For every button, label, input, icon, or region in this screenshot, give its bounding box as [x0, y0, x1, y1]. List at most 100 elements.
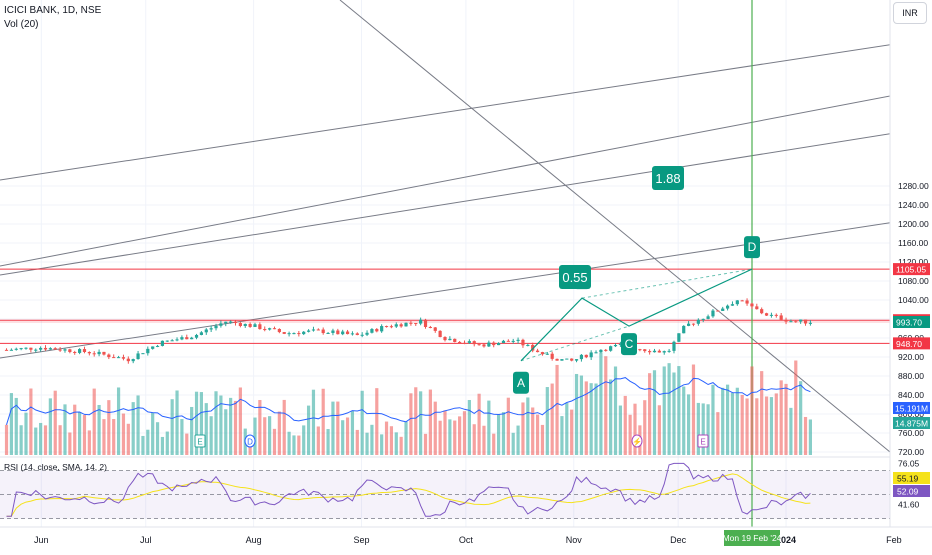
- candle-body: [789, 321, 793, 323]
- candle-body: [238, 323, 242, 326]
- volume-bar: [803, 416, 808, 455]
- volume-bar: [375, 388, 379, 455]
- volume-bar: [321, 388, 325, 455]
- volume-bar: [545, 387, 549, 455]
- candle-body: [550, 353, 554, 359]
- volume-bar: [258, 400, 262, 455]
- date-highlight-box: [724, 530, 780, 546]
- volume-bar: [648, 373, 652, 455]
- volume-bar: [687, 394, 691, 455]
- candle-body: [409, 322, 413, 324]
- candle-body: [526, 344, 530, 346]
- volume-bar: [238, 387, 242, 455]
- volume-bar: [740, 394, 744, 455]
- candle-body: [175, 339, 179, 341]
- candle-body: [521, 339, 525, 346]
- candle-body: [779, 315, 783, 320]
- volume-bar: [570, 409, 574, 455]
- candle-body: [282, 332, 286, 334]
- candle-body: [716, 310, 720, 312]
- volume-bar: [311, 389, 316, 455]
- event-badge-label: E: [700, 438, 705, 447]
- volume-bar: [384, 421, 389, 455]
- volume-bar: [721, 387, 725, 455]
- price-tick-label: 880.00: [898, 371, 924, 381]
- volume-bar: [102, 419, 106, 455]
- currency-button[interactable]: INR: [893, 2, 927, 24]
- candles: [4, 298, 812, 364]
- volume-bar: [126, 423, 130, 455]
- volume-bar: [599, 352, 603, 455]
- volume-bar: [194, 391, 199, 455]
- volume-bar: [297, 435, 301, 455]
- volume-bar: [14, 397, 18, 455]
- candle-body: [389, 326, 394, 328]
- volume-bar: [613, 366, 618, 455]
- volume-bar: [43, 425, 48, 455]
- candle-body: [648, 351, 652, 353]
- candle-body: [316, 329, 320, 331]
- candle-body: [82, 349, 87, 352]
- candle-body: [165, 340, 169, 342]
- pattern-point-a: A: [517, 376, 525, 390]
- volume-bar: [341, 420, 345, 455]
- candle-body: [725, 305, 730, 309]
- volume-bar: [745, 398, 749, 455]
- volume-bar: [448, 419, 452, 455]
- volume-bar: [609, 379, 613, 455]
- candle-body: [151, 346, 155, 349]
- pattern-point-d-box: [744, 236, 760, 259]
- candle-body: [682, 325, 686, 334]
- candle-body: [535, 350, 540, 353]
- symbol-title[interactable]: ICICI BANK, 1D, NSE: [4, 5, 102, 16]
- volume-bar: [268, 416, 272, 455]
- volume-bar: [560, 416, 564, 455]
- volume-legend[interactable]: Vol (20): [4, 19, 39, 30]
- volume-bar: [131, 402, 135, 455]
- volume-bar: [535, 414, 540, 455]
- price-label-box: [893, 337, 930, 350]
- pattern-ratio-label: 0.55: [562, 270, 587, 285]
- volume-bar: [58, 425, 62, 455]
- volume-bar: [750, 366, 754, 455]
- candle-body: [306, 330, 311, 332]
- candle-body: [740, 300, 744, 302]
- candle-body: [516, 339, 520, 341]
- volume-bar: [292, 435, 296, 455]
- event-badge: [244, 434, 256, 448]
- candle-body: [604, 349, 608, 351]
- candle-body: [803, 319, 808, 324]
- volume-bar: [53, 390, 57, 455]
- volume-bar: [180, 419, 184, 455]
- volume-bar: [151, 412, 155, 455]
- candle-body: [599, 349, 603, 353]
- candle-body: [448, 338, 452, 341]
- time-tick-label: Aug: [246, 535, 262, 545]
- volume-bar: [672, 372, 676, 455]
- volume-bar: [116, 387, 121, 455]
- time-tick-label: Dec: [670, 535, 687, 545]
- rsi-tick-label: 76.05: [898, 458, 920, 468]
- volume-bar: [277, 411, 281, 455]
- volume-bar: [735, 387, 739, 455]
- candle-body: [292, 333, 296, 335]
- volume-bar: [579, 375, 584, 455]
- volume-bar: [428, 389, 432, 455]
- rsi-value-label: 55.19: [897, 474, 919, 484]
- volume-bar: [657, 405, 661, 455]
- volume-bar: [730, 392, 735, 455]
- candle-body: [643, 349, 647, 352]
- volume-bar: [423, 433, 428, 455]
- volume-bar: [794, 360, 798, 455]
- candle-body: [263, 329, 267, 331]
- candle-body: [579, 354, 584, 360]
- candle-body: [609, 346, 613, 351]
- candle-body: [750, 303, 754, 307]
- volume-bar: [691, 364, 696, 455]
- candle-body: [180, 337, 184, 340]
- volume-bar: [112, 419, 116, 455]
- time-tick-label: Jul: [140, 535, 152, 545]
- price-label: 993.70: [896, 317, 922, 327]
